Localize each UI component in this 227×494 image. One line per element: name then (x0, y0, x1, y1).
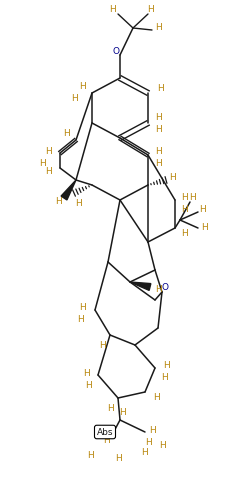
Text: H: H (155, 286, 161, 294)
Text: H: H (45, 167, 51, 176)
Polygon shape (61, 180, 76, 200)
Text: H: H (107, 404, 113, 412)
Text: H: H (201, 222, 207, 232)
Text: H: H (99, 340, 105, 349)
Text: H: H (39, 159, 45, 167)
Text: H: H (182, 206, 188, 214)
Text: H: H (182, 229, 188, 238)
Text: H: H (79, 82, 85, 91)
Text: H: H (75, 199, 81, 207)
Text: H: H (156, 114, 162, 123)
Text: H: H (120, 408, 126, 416)
Text: H: H (83, 369, 89, 377)
Text: H: H (154, 393, 160, 402)
Text: H: H (149, 425, 155, 435)
Text: H: H (85, 380, 91, 389)
Text: H: H (103, 436, 109, 445)
Text: H: H (182, 194, 188, 203)
Text: H: H (162, 372, 168, 381)
Text: O: O (161, 284, 168, 292)
Polygon shape (130, 282, 151, 290)
Text: H: H (156, 148, 162, 157)
Text: H: H (87, 451, 93, 459)
Text: H: H (71, 94, 77, 104)
Text: H: H (55, 198, 61, 206)
Text: H: H (189, 194, 195, 203)
Text: H: H (157, 84, 163, 93)
Text: H: H (156, 125, 162, 134)
Text: H: H (115, 453, 121, 462)
Text: H: H (155, 24, 161, 33)
Text: H: H (199, 206, 205, 214)
Text: H: H (142, 448, 148, 456)
Text: O: O (113, 47, 119, 56)
Text: H: H (45, 147, 51, 156)
Text: H: H (63, 129, 69, 138)
Text: H: H (109, 5, 115, 14)
Text: H: H (145, 438, 151, 447)
Text: H: H (164, 361, 170, 370)
Text: Abs: Abs (97, 427, 113, 437)
Text: H: H (170, 172, 176, 181)
Text: H: H (80, 303, 86, 313)
Text: H: H (159, 441, 165, 450)
Text: H: H (78, 316, 84, 325)
Text: H: H (156, 160, 162, 168)
Text: H: H (147, 5, 153, 14)
